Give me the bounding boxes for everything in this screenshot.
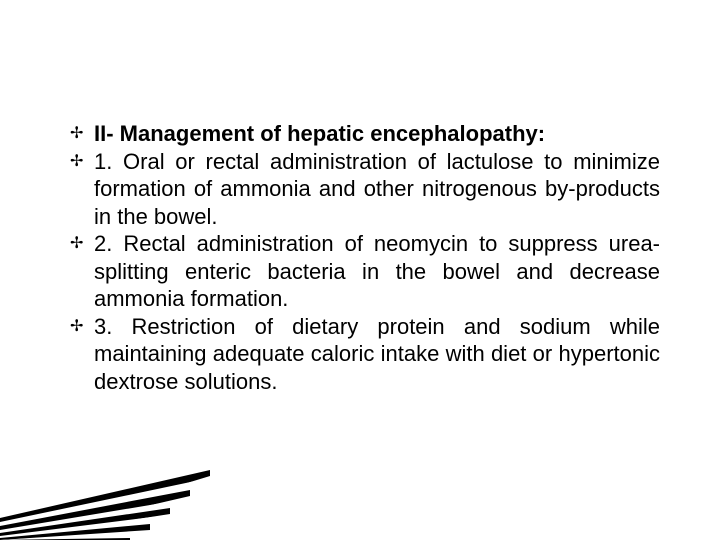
slide: ✢ II- Management of hepatic encephalopat… — [0, 0, 720, 540]
bullet-bold: II- Management of hepatic encephalopathy… — [94, 121, 545, 146]
corner-accent-icon — [0, 450, 210, 540]
bullet-icon: ✢ — [70, 148, 94, 172]
bullet-rest: 2. Rectal administration of neomycin to … — [94, 231, 660, 311]
bullet-icon: ✢ — [70, 230, 94, 254]
bullet-item: ✢ 1. Oral or rectal administration of la… — [70, 148, 660, 231]
bullet-item: ✢ 2. Rectal administration of neomycin t… — [70, 230, 660, 313]
slide-content: ✢ II- Management of hepatic encephalopat… — [70, 120, 660, 395]
bullet-text: 3. Restriction of dietary protein and so… — [94, 313, 660, 396]
bullet-rest: 1. Oral or rectal administration of lact… — [94, 149, 660, 229]
bullet-text: 1. Oral or rectal administration of lact… — [94, 148, 660, 231]
bullet-item: ✢ II- Management of hepatic encephalopat… — [70, 120, 660, 148]
bullet-icon: ✢ — [70, 313, 94, 337]
bullet-icon: ✢ — [70, 120, 94, 144]
bullet-rest: 3. Restriction of dietary protein and so… — [94, 314, 660, 394]
bullet-item: ✢ 3. Restriction of dietary protein and … — [70, 313, 660, 396]
bullet-text: 2. Rectal administration of neomycin to … — [94, 230, 660, 313]
bullet-text: II- Management of hepatic encephalopathy… — [94, 120, 660, 148]
